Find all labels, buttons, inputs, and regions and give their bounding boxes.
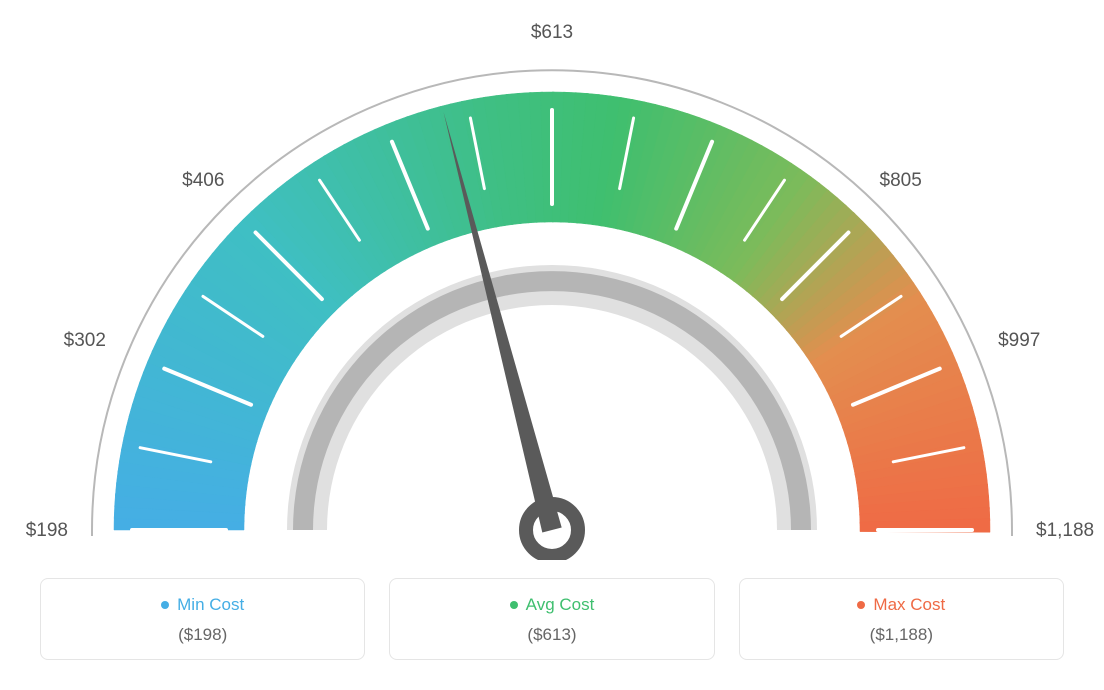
- legend-dot-min: [161, 601, 169, 609]
- gauge-tick-label: $613: [531, 22, 573, 43]
- gauge-tick-label: $302: [64, 330, 106, 351]
- legend-card-avg: Avg Cost ($613): [389, 578, 714, 660]
- legend-label-min: Min Cost: [177, 595, 244, 615]
- legend-dot-avg: [510, 601, 518, 609]
- legend-value-max: ($1,188): [740, 625, 1063, 645]
- gauge-tick-label: $198: [26, 520, 68, 541]
- legend-row: Min Cost ($198) Avg Cost ($613) Max Cost…: [0, 578, 1104, 660]
- gauge-tick-label: $406: [182, 170, 224, 191]
- legend-label-max: Max Cost: [873, 595, 945, 615]
- legend-card-max: Max Cost ($1,188): [739, 578, 1064, 660]
- legend-label-avg: Avg Cost: [526, 595, 595, 615]
- gauge-tick-label: $805: [880, 170, 922, 191]
- gauge-inner-arc-light: [287, 265, 817, 530]
- gauge-tick-label: $997: [998, 330, 1040, 351]
- gauge-tick-label: $1,188: [1036, 520, 1094, 541]
- gauge-chart: $198 $302 $406 $613 $805 $997 $1,188: [0, 0, 1104, 560]
- legend-value-avg: ($613): [390, 625, 713, 645]
- gauge-inner-arc-dark: [293, 271, 811, 530]
- legend-value-min: ($198): [41, 625, 364, 645]
- legend-dot-max: [857, 601, 865, 609]
- legend-card-min: Min Cost ($198): [40, 578, 365, 660]
